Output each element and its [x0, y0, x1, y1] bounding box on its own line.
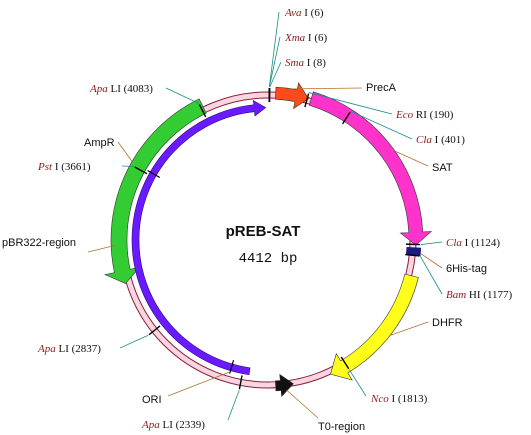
- site-label-apa-li-2339: Apa LI (2339): [141, 419, 205, 431]
- feature-label-pbr322-region: pBR322-region: [2, 237, 76, 249]
- leader-t0-region: [286, 389, 319, 419]
- feature-arc-t0-region: [275, 373, 294, 398]
- leader-nco-i: [348, 369, 367, 397]
- leader-eco-ri: [308, 92, 393, 115]
- leader-preca: [291, 87, 363, 90]
- feature-arcs: [104, 81, 433, 398]
- site-tick-3: [304, 93, 310, 108]
- site-label-nco-i: Nco I (1813): [370, 393, 428, 405]
- site-label-cla-i-1124: Cla I (1124): [446, 237, 500, 249]
- feature-label-6his-tag: 6His-tag: [446, 263, 487, 275]
- leader-apa-li-2837: [119, 334, 149, 349]
- leader-apa-li-4083: [165, 87, 200, 104]
- feature-arc-preca: [275, 81, 309, 110]
- leader-sma-i: [269, 61, 282, 88]
- feature-label-preca: PrecA: [366, 82, 397, 94]
- site-tick-8: [238, 375, 243, 390]
- site-label-xma-i: Xma I (6): [284, 32, 328, 44]
- feature-arc-sat: [308, 91, 433, 246]
- backbone-inner-ring: [125, 97, 411, 383]
- site-tick-11: [198, 104, 207, 118]
- leader-xma-i: [268, 36, 281, 88]
- leader-ampr: [117, 141, 133, 162]
- feature-arc-ampr: [104, 98, 207, 284]
- feature-label-ampr: AmpR: [84, 137, 115, 149]
- feature-arc-dhfr: [330, 273, 419, 381]
- site-label-cla-i-401: Cla I (401): [416, 134, 465, 146]
- site-label-bam-hi: Bam HI (1177): [446, 289, 513, 301]
- site-tick-10: [134, 166, 148, 175]
- leader-cla-i-401: [350, 110, 413, 140]
- plasmid-name: pREB-SAT: [226, 223, 301, 240]
- leader-sat: [394, 150, 429, 167]
- site-tick-6: [405, 253, 420, 257]
- feature-label-sat: SAT: [432, 162, 453, 174]
- leader-apa-li-2339: [227, 390, 240, 421]
- site-label-apa-li-2837: Apa LI (2837): [37, 343, 101, 355]
- leader-ava-i: [268, 11, 280, 88]
- site-label-ava-i: Ava I (6): [284, 7, 324, 19]
- site-tick-7: [340, 356, 350, 370]
- feature-label-ori: ORI: [142, 394, 162, 406]
- restriction-site-ticks: [134, 87, 420, 390]
- site-label-apa-li-4083: Apa LI (4083): [89, 83, 153, 95]
- feature-label-t0-region: T0-region: [318, 421, 365, 433]
- leader-ori: [167, 371, 231, 397]
- leader-lines: [87, 11, 443, 421]
- leader-6his-tag: [420, 253, 443, 269]
- leader-bam-hi: [419, 255, 443, 295]
- site-label-pst-i: Pst I (3661): [37, 161, 91, 173]
- leader-pbr322-region: [87, 244, 116, 253]
- ori-tick-mid: [147, 169, 161, 179]
- ori-tick-left: [229, 359, 235, 374]
- site-label-sma-i: Sma I (8): [285, 57, 326, 69]
- site-tick-4: [342, 111, 351, 125]
- plasmid-size: 4412 bp: [239, 251, 298, 267]
- feature-label-dhfr: DHFR: [432, 317, 463, 329]
- site-tick-9: [148, 325, 161, 336]
- leader-dhfr: [390, 321, 429, 336]
- site-label-eco-ri: Eco RI (190): [395, 109, 454, 121]
- feature-arc-ori: [131, 100, 267, 376]
- leader-cla-i-1124: [420, 241, 443, 245]
